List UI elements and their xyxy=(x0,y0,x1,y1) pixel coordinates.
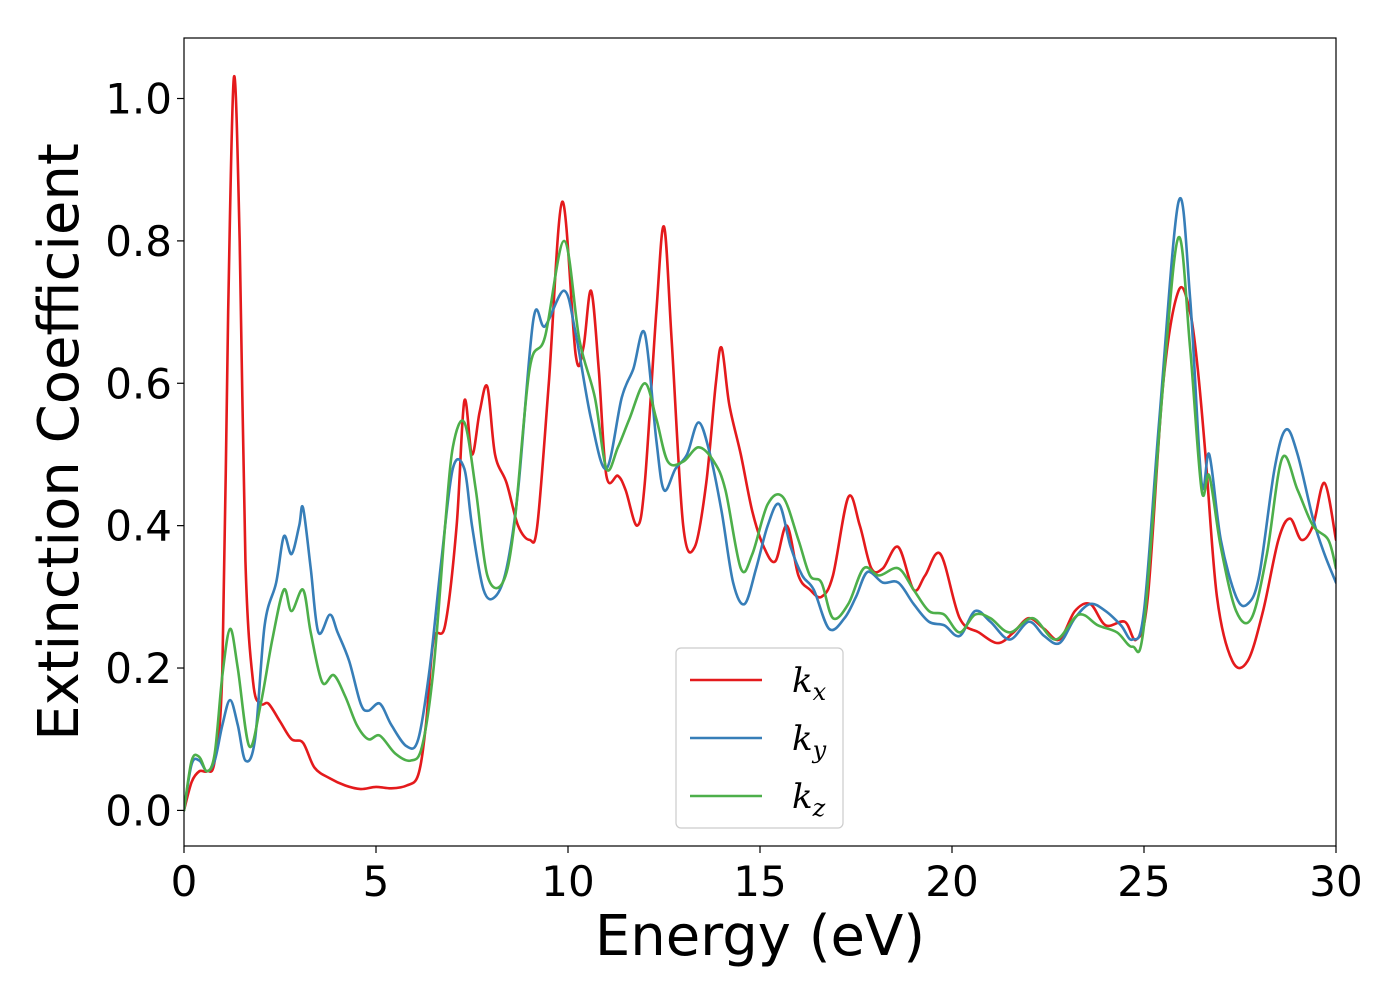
x-tick-label: 20 xyxy=(925,857,978,906)
x-axis: 0 5 10 15 20 25 30 xyxy=(171,846,1363,906)
legend: kx ky kz xyxy=(675,647,844,829)
y-tick-label: 0.0 xyxy=(105,786,172,835)
x-tick-label: 5 xyxy=(363,857,390,906)
series-line-kx xyxy=(184,74,1336,812)
y-axis-title: Extinction Coefficient xyxy=(27,143,92,741)
y-tick-label: 0.6 xyxy=(105,359,172,408)
legend-label-ky: ky xyxy=(792,719,827,764)
x-tick-label: 0 xyxy=(171,857,198,906)
x-tick-label: 10 xyxy=(541,857,594,906)
legend-label-kz: kz xyxy=(792,777,826,822)
legend-label-kx: kx xyxy=(792,661,827,706)
x-tick-label: 15 xyxy=(733,857,786,906)
y-tick-label: 1.0 xyxy=(105,75,172,124)
y-axis: 0.0 0.2 0.4 0.6 0.8 1.0 xyxy=(105,75,184,835)
x-tick-label: 30 xyxy=(1309,857,1362,906)
y-tick-label: 0.8 xyxy=(105,217,172,266)
x-axis-title: Energy (eV) xyxy=(595,904,925,969)
y-tick-label: 0.2 xyxy=(105,644,172,693)
series-line-kz xyxy=(184,236,1336,812)
series-layer xyxy=(184,74,1336,812)
y-tick-label: 0.4 xyxy=(105,502,172,551)
x-tick-label: 25 xyxy=(1117,857,1170,906)
